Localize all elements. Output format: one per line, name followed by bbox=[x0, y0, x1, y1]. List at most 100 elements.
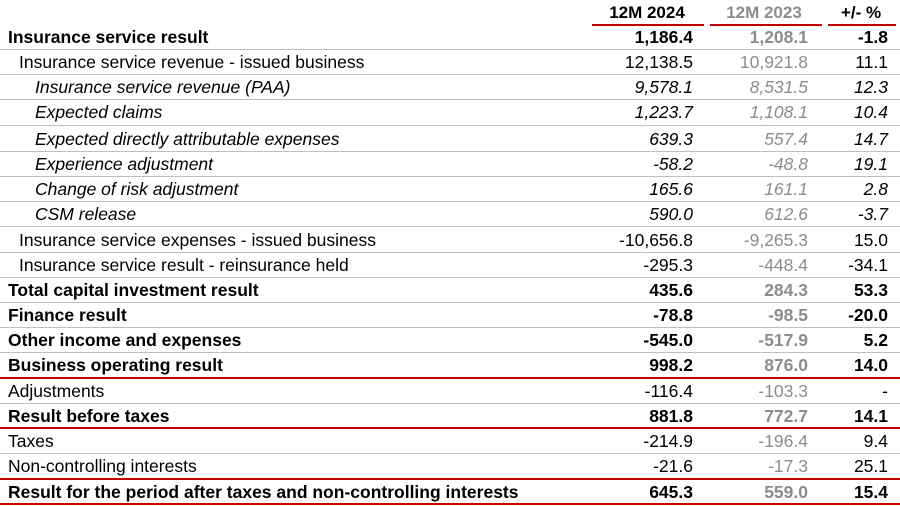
row-label: Business operating result bbox=[8, 355, 223, 375]
header-12m-2023: 12M 2023 bbox=[726, 3, 802, 22]
row-divider bbox=[0, 151, 900, 152]
header-underline-2024 bbox=[592, 24, 704, 26]
value-change: 14.1 bbox=[853, 406, 888, 426]
row-label: Result before taxes bbox=[8, 406, 170, 426]
row-label: Other income and expenses bbox=[8, 330, 242, 350]
row-expected-claims: Expected claims 1,223.7 1,108.1 10.4 bbox=[0, 100, 900, 125]
row-result-before-taxes: Result before taxes 881.8 772.7 14.1 bbox=[0, 404, 900, 429]
header-underline-2023 bbox=[710, 24, 822, 26]
row-adjustments: Adjustments -116.4 -103.3 - bbox=[0, 379, 900, 404]
value-2023: -48.8 bbox=[768, 154, 808, 174]
row-divider bbox=[0, 176, 900, 177]
row-label: Taxes bbox=[8, 431, 54, 451]
row-label: CSM release bbox=[35, 204, 137, 224]
header-12m-2024: 12M 2024 bbox=[609, 3, 685, 22]
row-label: Insurance service expenses - issued busi… bbox=[19, 230, 376, 250]
row-divider bbox=[0, 74, 900, 75]
value-2023: 1,108.1 bbox=[749, 102, 808, 122]
value-2024: -58.2 bbox=[653, 154, 693, 174]
value-change: 10.4 bbox=[853, 102, 888, 122]
value-2023: 284.3 bbox=[764, 280, 808, 300]
row-divider bbox=[0, 252, 900, 253]
row-label: Insurance service revenue - issued busin… bbox=[19, 52, 365, 72]
row-label: Result for the period after taxes and no… bbox=[8, 482, 519, 502]
value-2024: 998.2 bbox=[649, 355, 693, 375]
row-divider bbox=[0, 125, 900, 126]
value-2023: -103.3 bbox=[758, 381, 808, 401]
row-change-of-risk-adjustment: Change of risk adjustment 165.6 161.1 2.… bbox=[0, 177, 900, 202]
row-label: Expected directly attributable expenses bbox=[35, 129, 340, 149]
row-divider bbox=[0, 49, 900, 50]
value-2024: -21.6 bbox=[653, 456, 693, 476]
value-change: -3.7 bbox=[857, 204, 888, 224]
value-2023: -98.5 bbox=[768, 305, 808, 325]
value-2024: 881.8 bbox=[649, 406, 693, 426]
row-divider bbox=[0, 226, 900, 227]
value-2024: 645.3 bbox=[649, 482, 693, 502]
row-label: Insurance service result - reinsurance h… bbox=[19, 255, 349, 275]
row-divider bbox=[0, 403, 900, 404]
value-2024: -295.3 bbox=[643, 255, 693, 275]
value-2023: -517.9 bbox=[758, 330, 808, 350]
row-other-income-and-expenses: Other income and expenses -545.0 -517.9 … bbox=[0, 328, 900, 353]
row-total-capital-investment-result: Total capital investment result 435.6 28… bbox=[0, 278, 900, 303]
value-change: 11.1 bbox=[855, 52, 888, 72]
section-divider-red bbox=[0, 478, 900, 480]
row-label: Finance result bbox=[8, 305, 127, 325]
value-change: -20.0 bbox=[848, 305, 888, 325]
row-label: Change of risk adjustment bbox=[35, 179, 239, 199]
row-label: Adjustments bbox=[8, 381, 105, 401]
value-2023: 772.7 bbox=[764, 406, 808, 426]
row-business-operating-result: Business operating result 998.2 876.0 14… bbox=[0, 353, 900, 378]
row-csm-release: CSM release 590.0 612.6 -3.7 bbox=[0, 202, 900, 227]
value-2023: 10,921.8 bbox=[739, 52, 808, 72]
value-2024: 435.6 bbox=[649, 280, 693, 300]
row-taxes: Taxes -214.9 -196.4 9.4 bbox=[0, 429, 900, 454]
value-change: 25.1 bbox=[853, 456, 888, 476]
row-divider bbox=[0, 302, 900, 303]
value-2023: 161.1 bbox=[764, 179, 808, 199]
value-2024: -545.0 bbox=[643, 330, 693, 350]
row-label: Total capital investment result bbox=[8, 280, 259, 300]
value-2024: 590.0 bbox=[649, 204, 693, 224]
value-2023: 612.6 bbox=[764, 204, 808, 224]
row-label: Non-controlling interests bbox=[8, 456, 197, 476]
row-result-for-the-period: Result for the period after taxes and no… bbox=[0, 480, 900, 505]
value-2024: -214.9 bbox=[643, 431, 693, 451]
value-2024: 165.6 bbox=[649, 179, 693, 199]
row-label: Insurance service result bbox=[8, 27, 209, 47]
value-2023: 1,208.1 bbox=[749, 27, 808, 47]
section-divider-red bbox=[0, 503, 900, 505]
value-change: 14.0 bbox=[853, 355, 888, 375]
value-2024: 12,138.5 bbox=[624, 52, 693, 72]
row-expected-directly-attributable-expenses: Expected directly attributable expenses … bbox=[0, 127, 900, 152]
value-2024: -116.4 bbox=[644, 381, 693, 401]
value-change: 15.0 bbox=[853, 230, 888, 250]
value-change: 15.4 bbox=[853, 482, 888, 502]
value-change: 5.2 bbox=[863, 330, 888, 350]
section-divider-red bbox=[0, 377, 900, 379]
value-2023: 559.0 bbox=[764, 482, 808, 502]
value-2024: 9,578.1 bbox=[634, 77, 693, 97]
row-insurance-service-revenue-paa: Insurance service revenue (PAA) 9,578.1 … bbox=[0, 75, 900, 100]
table-header: 12M 2024 12M 2023 +/- % bbox=[0, 0, 900, 25]
row-divider bbox=[0, 99, 900, 100]
header-underline-change bbox=[828, 24, 896, 26]
row-insurance-service-expenses-issued: Insurance service expenses - issued busi… bbox=[0, 228, 900, 253]
header-change-pct: +/- % bbox=[840, 3, 882, 22]
value-2024: -78.8 bbox=[653, 305, 693, 325]
value-change: 12.3 bbox=[853, 77, 888, 97]
row-label: Expected claims bbox=[35, 102, 163, 122]
value-change: 14.7 bbox=[853, 129, 888, 149]
row-divider bbox=[0, 277, 900, 278]
value-2024: -10,656.8 bbox=[619, 230, 693, 250]
value-change: 9.4 bbox=[863, 431, 888, 451]
value-2023: -196.4 bbox=[758, 431, 808, 451]
value-2023: 557.4 bbox=[764, 129, 808, 149]
value-2024: 1,186.4 bbox=[634, 27, 693, 47]
row-experience-adjustment: Experience adjustment -58.2 -48.8 19.1 bbox=[0, 152, 900, 177]
row-divider bbox=[0, 352, 900, 353]
value-2023: -17.3 bbox=[768, 456, 808, 476]
value-2023: -448.4 bbox=[758, 255, 808, 275]
